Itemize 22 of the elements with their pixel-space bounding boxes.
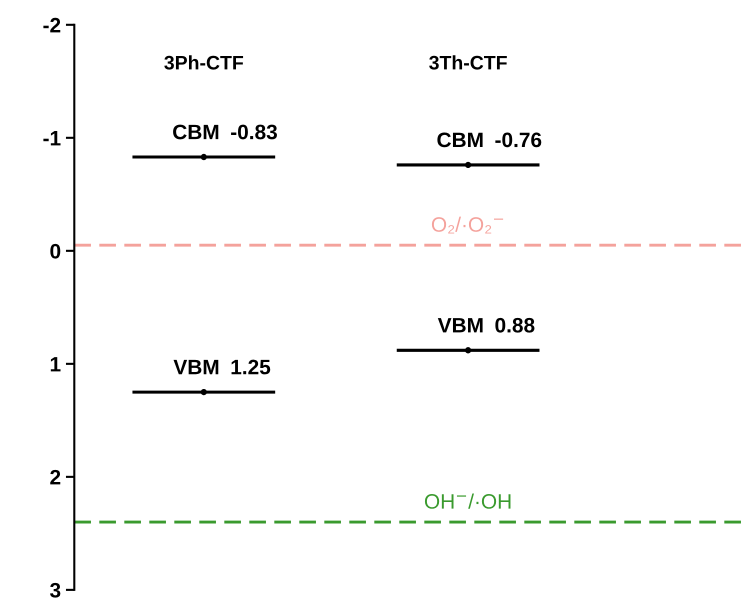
x-tick-label: 3Th-CTF bbox=[429, 55, 507, 70]
ref-line-label: OH$^{−}$/·OH bbox=[424, 493, 510, 509]
data-label: 1.25 bbox=[232, 360, 270, 374]
text: CBM bbox=[173, 124, 218, 140]
y-tick-label: -1 bbox=[43, 131, 61, 146]
data-label: -0.76 bbox=[495, 132, 542, 148]
series-label: VBM bbox=[438, 318, 483, 332]
point bbox=[465, 347, 472, 354]
y-tick-label: 3 bbox=[50, 582, 60, 598]
series-label: CBM bbox=[437, 132, 483, 148]
data-label: -0.83 bbox=[231, 124, 277, 140]
y-tick-label: 0 bbox=[50, 244, 60, 259]
ref-line-label: O₂/·O₂$^{−}$ bbox=[432, 216, 504, 234]
y-tick-label: 1 bbox=[50, 357, 61, 372]
y-tick-label: 2 bbox=[50, 470, 60, 484]
x-tick-label: 3Ph-CTF bbox=[164, 55, 244, 70]
data-label: 0.88 bbox=[495, 318, 534, 333]
point bbox=[200, 154, 207, 160]
point bbox=[465, 162, 472, 168]
text: VBM bbox=[174, 360, 218, 374]
point bbox=[200, 388, 207, 396]
y-tick-label: -2 bbox=[43, 18, 60, 32]
